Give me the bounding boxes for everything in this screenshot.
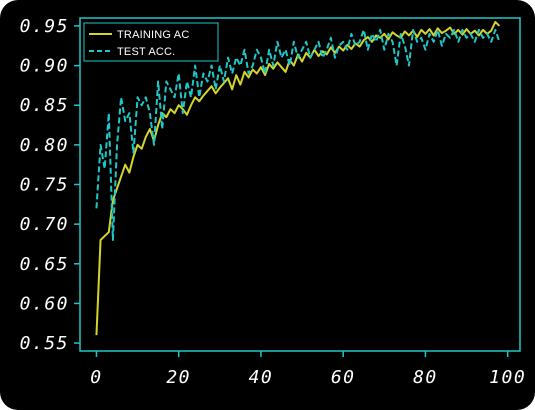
y-tick-label: 0.80 (20, 135, 69, 156)
legend-box (83, 22, 219, 62)
x-tick-label: 60 (331, 367, 356, 388)
y-tick-label: 0.60 (20, 293, 69, 314)
x-tick-label: 80 (413, 367, 438, 388)
y-tick-label: 0.90 (20, 56, 69, 77)
y-tick-label: 0.75 (20, 175, 69, 196)
series-line-training (95, 20, 501, 336)
y-tick-label: 0.55 (20, 333, 69, 354)
x-tick-label: 0 (90, 367, 102, 388)
plot-area-border (79, 17, 521, 352)
y-tick-label: 0.95 (20, 16, 69, 37)
y-tick-label: 0.65 (20, 254, 69, 275)
x-axis: 0 20 40 60 80 100 (90, 351, 526, 388)
y-tick-label: 0.85 (20, 95, 69, 116)
x-tick-label: 100 (489, 367, 526, 388)
series-line-test (95, 28, 501, 241)
legend-label-training: TRAINING AC (117, 29, 190, 41)
y-tick-label: 0.70 (20, 214, 69, 235)
legend: TRAINING AC TEST ACC. (83, 22, 219, 62)
x-tick-label: 20 (166, 367, 191, 388)
plot-lines (95, 20, 501, 336)
x-tick-label: 40 (249, 367, 274, 388)
y-axis: 0.55 0.60 0.65 0.70 0.75 0.80 0.85 0.90 0.95 (20, 16, 80, 354)
legend-label-test: TEST ACC. (117, 46, 175, 58)
